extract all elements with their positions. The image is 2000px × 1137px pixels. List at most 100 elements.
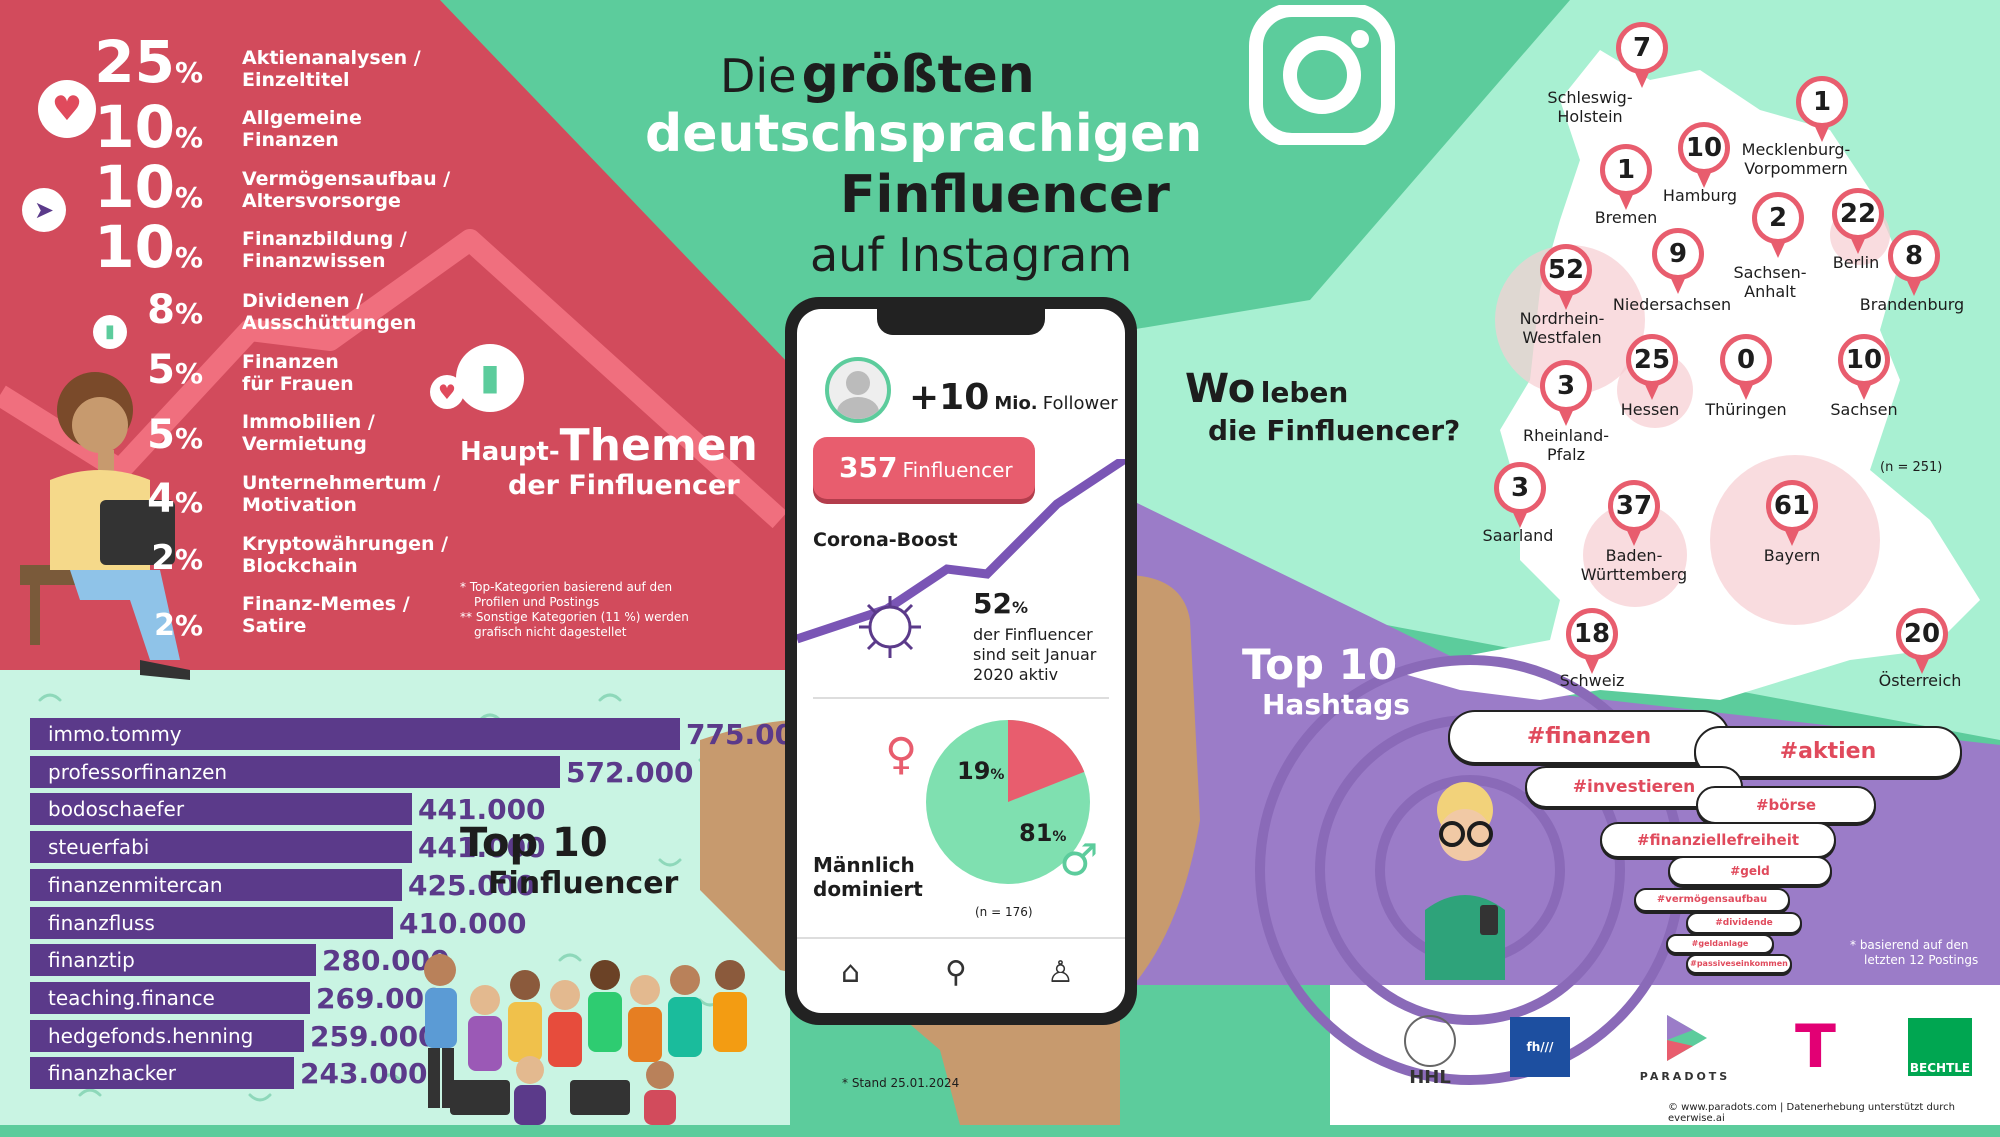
influencer-followers: 425.000 [408,868,536,902]
map-pin: 52 [1540,244,1592,314]
region-label: Bremen [1594,208,1658,227]
topic-label: Aktienanalysen / Einzeltitel [242,47,421,91]
logo-telekom: T [1795,1012,1836,1082]
phone-notch [877,309,1045,335]
region-label: Baden- Württemberg [1580,546,1688,584]
region-label: Hamburg [1662,186,1738,205]
title-line1: Die größten [720,45,1035,105]
bookmark-icon: ▮ [456,344,524,412]
corona-stat: 52% [973,587,1028,620]
avatar [825,357,891,423]
gender-pie-chart [926,720,1090,884]
phone-screen: +10 Mio. Follower 357 Finfluencer Corona… [797,309,1125,1013]
virus-icon [857,594,923,660]
hashtags-subheading: Hashtags [1262,688,1410,721]
male-symbol-icon: ♂ [1059,835,1099,886]
pin-count: 10 [1678,122,1730,174]
gender-n: (n = 176) [975,905,1033,919]
people-group-illustration [410,940,780,1125]
male-pct: 81% [1019,819,1067,847]
home-icon[interactable]: ⌂ [841,955,861,990]
pin-count: 18 [1566,608,1618,660]
topic-label: Finanzbildung / Finanzwissen [242,228,407,272]
map-pin: 10 [1678,122,1730,192]
map-pin: 61 [1766,480,1818,550]
topic-pct: 4% [147,476,203,522]
profile-icon[interactable]: ♙ [1047,955,1074,990]
topic-label: Allgemeine Finanzen [242,107,362,151]
topic-pct: 10% [94,93,203,161]
influencer-followers: 441.000 [418,831,546,865]
map-pin: 2 [1752,192,1804,262]
influencer-bar: finanzfluss 410.000 [30,906,527,939]
title-pre: Die [720,49,797,103]
influencer-followers: 410.000 [399,906,527,940]
influencer-name: professorfinanzen [48,759,228,784]
title-bold: größten [801,45,1035,105]
region-label: Saarland [1482,526,1554,545]
region-label: Mecklenburg- Vorpommern [1741,140,1851,178]
send-icon: ➤ [22,188,66,232]
map-heading: Wo leben [1185,366,1349,412]
influencer-bar: bodoschaefer 441.000 [30,793,546,826]
influencer-name: hedgefonds.henning [48,1023,254,1048]
title-line4: auf Instagram [810,228,1133,282]
influencer-name: teaching.finance [48,985,215,1010]
hashtag-pill: #vermögensaufbau [1634,888,1790,912]
phone-mockup: +10 Mio. Follower 357 Finfluencer Corona… [785,297,1137,1025]
pin-count: 3 [1540,360,1592,412]
pin-count: 1 [1796,76,1848,128]
divider [813,697,1109,699]
pin-count: 8 [1888,230,1940,282]
region-label: Brandenburg [1859,295,1965,314]
map-pin: 22 [1832,188,1884,258]
topic-pct: 2% [154,608,203,643]
influencer-name: steuerfabi [48,835,150,860]
topic-label: Kryptowährungen / Blockchain [242,533,449,577]
topic-label: Immobilien / Vermietung [242,411,375,455]
person-laptop-illustration [20,370,200,700]
hashtag-pill: #dividende [1686,912,1802,934]
topic-pct: 5% [147,412,203,458]
hashtags-note: * basierend auf den letzten 12 Postings [1850,938,1979,967]
map-pin: 1 [1600,144,1652,214]
growth-line-chart [797,459,1125,644]
hashtag-pill: #börse [1696,786,1876,824]
woman-phone-illustration [1410,780,1530,980]
heart-icon: ♥ [430,375,464,409]
topic-label: Dividenen / Ausschüttungen [242,290,417,334]
map-pin: 37 [1608,480,1660,550]
heart-icon: ♥ [38,80,96,138]
corona-label: Corona-Boost [813,529,958,551]
topic-pct: 8% [147,287,203,333]
topic-pct: 25% [94,28,203,96]
corona-text: der Finfluencer sind seit Januar 2020 akti… [973,625,1097,684]
stand-note: * Stand 25.01.2024 [842,1076,960,1090]
map-n: (n = 251) [1880,460,1943,475]
pin-count: 1 [1600,144,1652,196]
map-pin: 7 [1616,22,1668,92]
topic-pct: 5% [147,347,203,393]
influencer-name: finanztip [48,948,135,973]
influencer-bar: finanzenmitercan 425.000 [30,868,536,901]
map-pin: 8 [1888,230,1940,300]
region-label: Bayern [1763,546,1821,565]
region-label: Berlin [1832,253,1880,272]
topic-label: Finanzen für Frauen [242,351,354,395]
hashtags-heading: Top 10 [1242,640,1398,689]
map-pin: 9 [1652,228,1704,298]
map-subheading: die Finfluencer? [1208,414,1461,447]
influencer-bar: immo.tommy 775.000 [30,718,814,751]
hashtag-pill: #aktien [1694,726,1962,778]
search-icon[interactable]: ⚲ [945,955,967,990]
hashtag-pill: #investieren [1525,766,1743,808]
topic-pct: 2% [151,538,203,578]
map-pin: 1 [1796,76,1848,146]
gender-text: Männlich dominiert [813,853,923,901]
logo-fh-stpoelten: fh/// st.pölten [1510,1017,1571,1114]
region-label: Sachsen- Anhalt [1733,263,1807,301]
influencer-followers: 572.000 [566,755,694,789]
hashtag-pill: #finanziellefreiheit [1600,822,1836,858]
topics-heading: Haupt-Themen [460,420,758,471]
map-pin: 3 [1494,462,1546,532]
